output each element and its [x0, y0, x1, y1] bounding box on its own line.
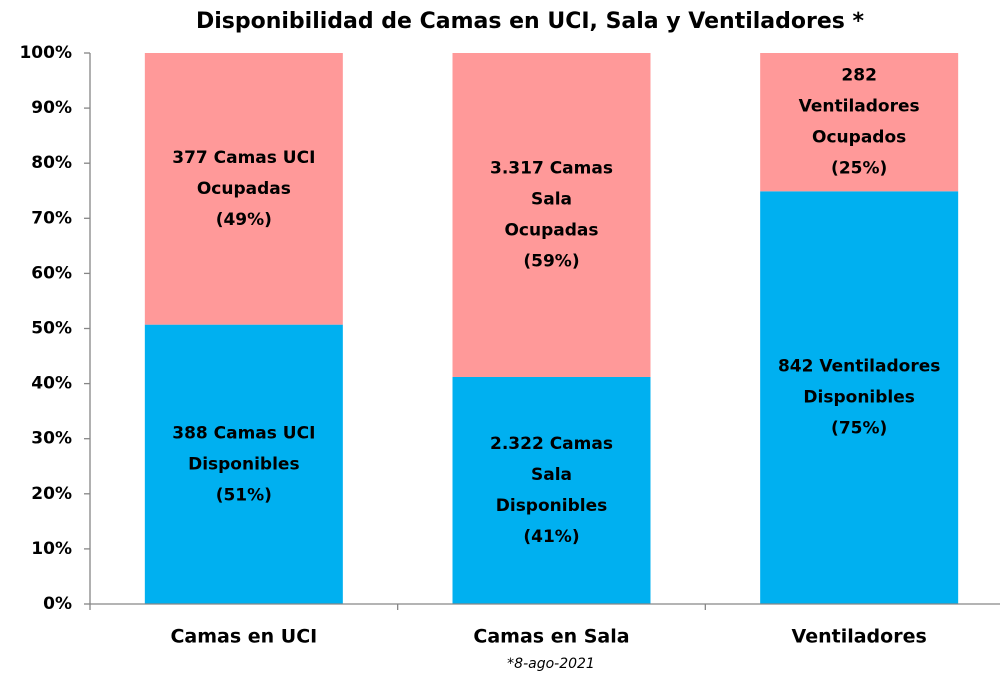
data-label: Disponibles — [803, 388, 914, 408]
data-label: 2.322 Camas — [490, 434, 613, 454]
bar-segment — [144, 53, 343, 325]
y-tick-label: 30% — [31, 429, 72, 449]
data-label: (75%) — [831, 419, 887, 439]
bar-segment — [452, 53, 651, 377]
note: *8-ago-2021 — [507, 656, 595, 672]
y-tick-label: 80% — [31, 153, 72, 173]
data-label: (49%) — [216, 210, 272, 230]
y-tick-label: 90% — [31, 98, 72, 118]
data-label: Ocupadas — [504, 220, 598, 240]
y-tick-label: 40% — [31, 374, 72, 394]
bar-segment — [760, 191, 959, 604]
y-tick-label: 10% — [31, 539, 72, 559]
data-label: Ventiladores — [799, 97, 920, 117]
data-label: (41%) — [523, 527, 579, 547]
x-tick-label: Camas en UCI — [170, 626, 317, 648]
x-tick-label: Camas en Sala — [473, 626, 629, 648]
bar-segment — [760, 53, 959, 192]
y-tick-label: 50% — [31, 319, 72, 339]
bar-segment — [452, 376, 651, 604]
y-tick-label: 0% — [43, 594, 72, 614]
data-label: Sala — [531, 465, 572, 485]
data-label: Ocupadas — [197, 179, 291, 199]
data-label: Disponibles — [496, 496, 607, 516]
data-label: 3.317 Camas — [490, 158, 613, 178]
data-label: 842 Ventiladores — [778, 357, 940, 377]
data-label: 388 Camas UCI — [172, 423, 315, 443]
data-label: Disponibles — [188, 454, 299, 474]
data-label: Sala — [531, 189, 572, 209]
y-tick-label: 60% — [31, 263, 72, 283]
data-label: 282 — [841, 66, 877, 86]
y-tick-label: 100% — [19, 43, 72, 63]
y-tick-label: 70% — [31, 208, 72, 228]
data-label: 377 Camas UCI — [172, 148, 315, 168]
data-label: Ocupados — [812, 128, 906, 148]
data-label: (51%) — [216, 485, 272, 505]
data-label: (25%) — [831, 159, 887, 179]
bar-segment — [144, 324, 343, 604]
chart-title: Disponibilidad de Camas en UCI, Sala y V… — [196, 9, 865, 34]
data-label: (59%) — [523, 251, 579, 271]
y-tick-label: 20% — [31, 484, 72, 504]
x-tick-label: Ventiladores — [792, 626, 927, 648]
